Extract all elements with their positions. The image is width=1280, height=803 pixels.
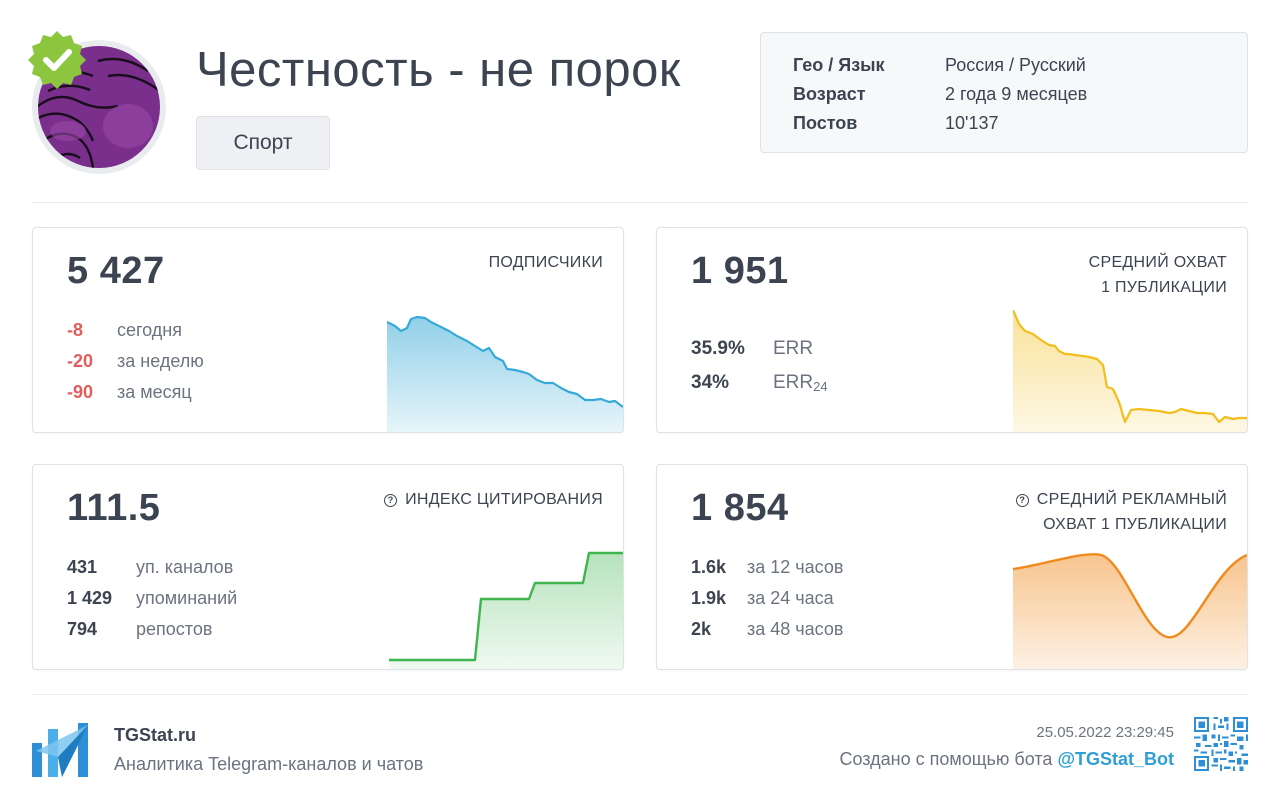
reach-label-line1: СРЕДНИЙ ОХВАТ [1088, 254, 1227, 271]
stat-row: 35.9% ERR [691, 332, 828, 366]
stat-row: 1.6k за 12 часов [691, 552, 843, 583]
citation-value: 111.5 [67, 487, 161, 529]
stat-number: 431 [67, 557, 98, 577]
stat-text: за месяц [117, 382, 192, 402]
citation-label-wrap: ? ИНДЕКС ЦИТИРОВАНИЯ [384, 487, 603, 512]
info-value: Россия / Русский [945, 55, 1086, 75]
brand-name[interactable]: TGStat.ru [114, 725, 197, 745]
verified-badge-icon [28, 31, 86, 89]
stat-text: уп. каналов [136, 557, 234, 577]
ad-reach-value: 1 854 [691, 487, 789, 529]
stat-number: 1 429 [67, 588, 113, 608]
stat-row: 431 уп. каналов [67, 552, 237, 583]
reach-sparkline [1013, 310, 1247, 432]
qr-code-icon[interactable] [1194, 717, 1248, 771]
channel-info-box: Гео / Язык Россия / Русский Возраст 2 го… [760, 32, 1248, 153]
reach-label-line2: 1 ПУБЛИКАЦИИ [1101, 279, 1227, 296]
stat-text: за 12 часов [747, 557, 844, 577]
bot-link[interactable]: @TGStat_Bot [1057, 749, 1174, 769]
stat-row: 794 репостов [67, 614, 237, 645]
help-icon[interactable]: ? [384, 494, 398, 507]
stat-number: 1.6k [691, 557, 727, 577]
info-key: Гео / Язык [793, 55, 885, 75]
stat-number: 1.9k [691, 588, 727, 608]
subscribers-value: 5 427 [67, 250, 165, 292]
ad-reach-card: 1 854 ? СРЕДНИЙ РЕКЛАМНЫЙ ОХВАТ 1 ПУБЛИКА… [656, 464, 1248, 670]
tgstat-logo-icon [32, 723, 88, 777]
stat-text: за 24 часа [747, 588, 834, 608]
citation-sparkline [389, 551, 623, 669]
subscribers-label: ПОДПИСЧИКИ [488, 254, 603, 271]
divider [32, 202, 1248, 203]
stat-number: -20 [67, 351, 94, 371]
err-text: ERR [773, 338, 814, 359]
made-with-text: Создано с помощью бота @TGStat_Bot [839, 749, 1174, 770]
stat-text: сегодня [117, 320, 182, 340]
stat-row: -90 за месяц [67, 377, 204, 408]
reach-card: 1 951 СРЕДНИЙ ОХВАТ 1 ПУБЛИКАЦИИ 35.9% E… [656, 227, 1248, 433]
category-badge[interactable]: Спорт [196, 116, 330, 170]
info-row-age: Возраст 2 года 9 месяцев [793, 80, 1215, 109]
brand-tagline: Аналитика Telegram-каналов и чатов [114, 754, 424, 774]
info-row-geo: Гео / Язык Россия / Русский [793, 51, 1215, 80]
stat-text: упоминаний [136, 588, 238, 608]
ad-reach-label: ? СРЕДНИЙ РЕКЛАМНЫЙ ОХВАТ 1 ПУБЛИКАЦИИ [1015, 487, 1227, 537]
info-key: Постов [793, 113, 858, 133]
subscribers-sparkline [387, 315, 623, 432]
ad-reach-label-line2: ОХВАТ 1 ПУБЛИКАЦИИ [1043, 516, 1227, 533]
info-row-posts: Постов 10'137 [793, 109, 1215, 138]
stat-row: 1.9k за 24 часа [691, 583, 843, 614]
stat-number: -8 [67, 320, 84, 340]
reach-value: 1 951 [691, 250, 789, 292]
made-prefix: Создано с помощью бота [839, 749, 1053, 769]
stat-number: 794 [67, 619, 98, 639]
stat-row: -8 сегодня [67, 315, 204, 346]
subscribers-card: 5 427 ПОДПИСЧИКИ -8 сегодня -20 за недел… [32, 227, 624, 433]
stat-row: 34% ERR24 [691, 366, 828, 400]
stat-number: -90 [67, 382, 94, 402]
citation-card: 111.5 ? ИНДЕКС ЦИТИРОВАНИЯ 431 уп. канало… [32, 464, 624, 670]
ad-reach-sparkline [1013, 553, 1247, 669]
channel-avatar [28, 31, 166, 174]
err24-number: 34% [691, 372, 730, 393]
stat-row: 1 429 упоминаний [67, 583, 237, 614]
stat-row: 2k за 48 часов [691, 614, 843, 645]
err24-subscript: 24 [813, 379, 828, 394]
report-date: 25.05.2022 23:29:45 [1036, 724, 1174, 741]
stat-text: за неделю [117, 351, 204, 371]
citation-label: ИНДЕКС ЦИТИРОВАНИЯ [405, 491, 603, 508]
stat-row: -20 за неделю [67, 346, 204, 377]
info-value: 2 года 9 месяцев [945, 84, 1088, 104]
stat-text: за 48 часов [747, 619, 844, 639]
reach-label: СРЕДНИЙ ОХВАТ 1 ПУБЛИКАЦИИ [1089, 250, 1227, 300]
err-number: 35.9% [691, 338, 745, 359]
channel-title: Честность - не порок [196, 43, 681, 97]
stat-number: 2k [691, 619, 712, 639]
info-key: Возраст [793, 84, 866, 104]
info-value: 10'137 [945, 113, 999, 133]
help-icon[interactable]: ? [1015, 494, 1029, 507]
err24-text: ERR [773, 372, 814, 393]
stat-text: репостов [136, 619, 213, 639]
divider [32, 694, 1248, 695]
ad-reach-label-line1: СРЕДНИЙ РЕКЛАМНЫЙ [1036, 491, 1227, 508]
